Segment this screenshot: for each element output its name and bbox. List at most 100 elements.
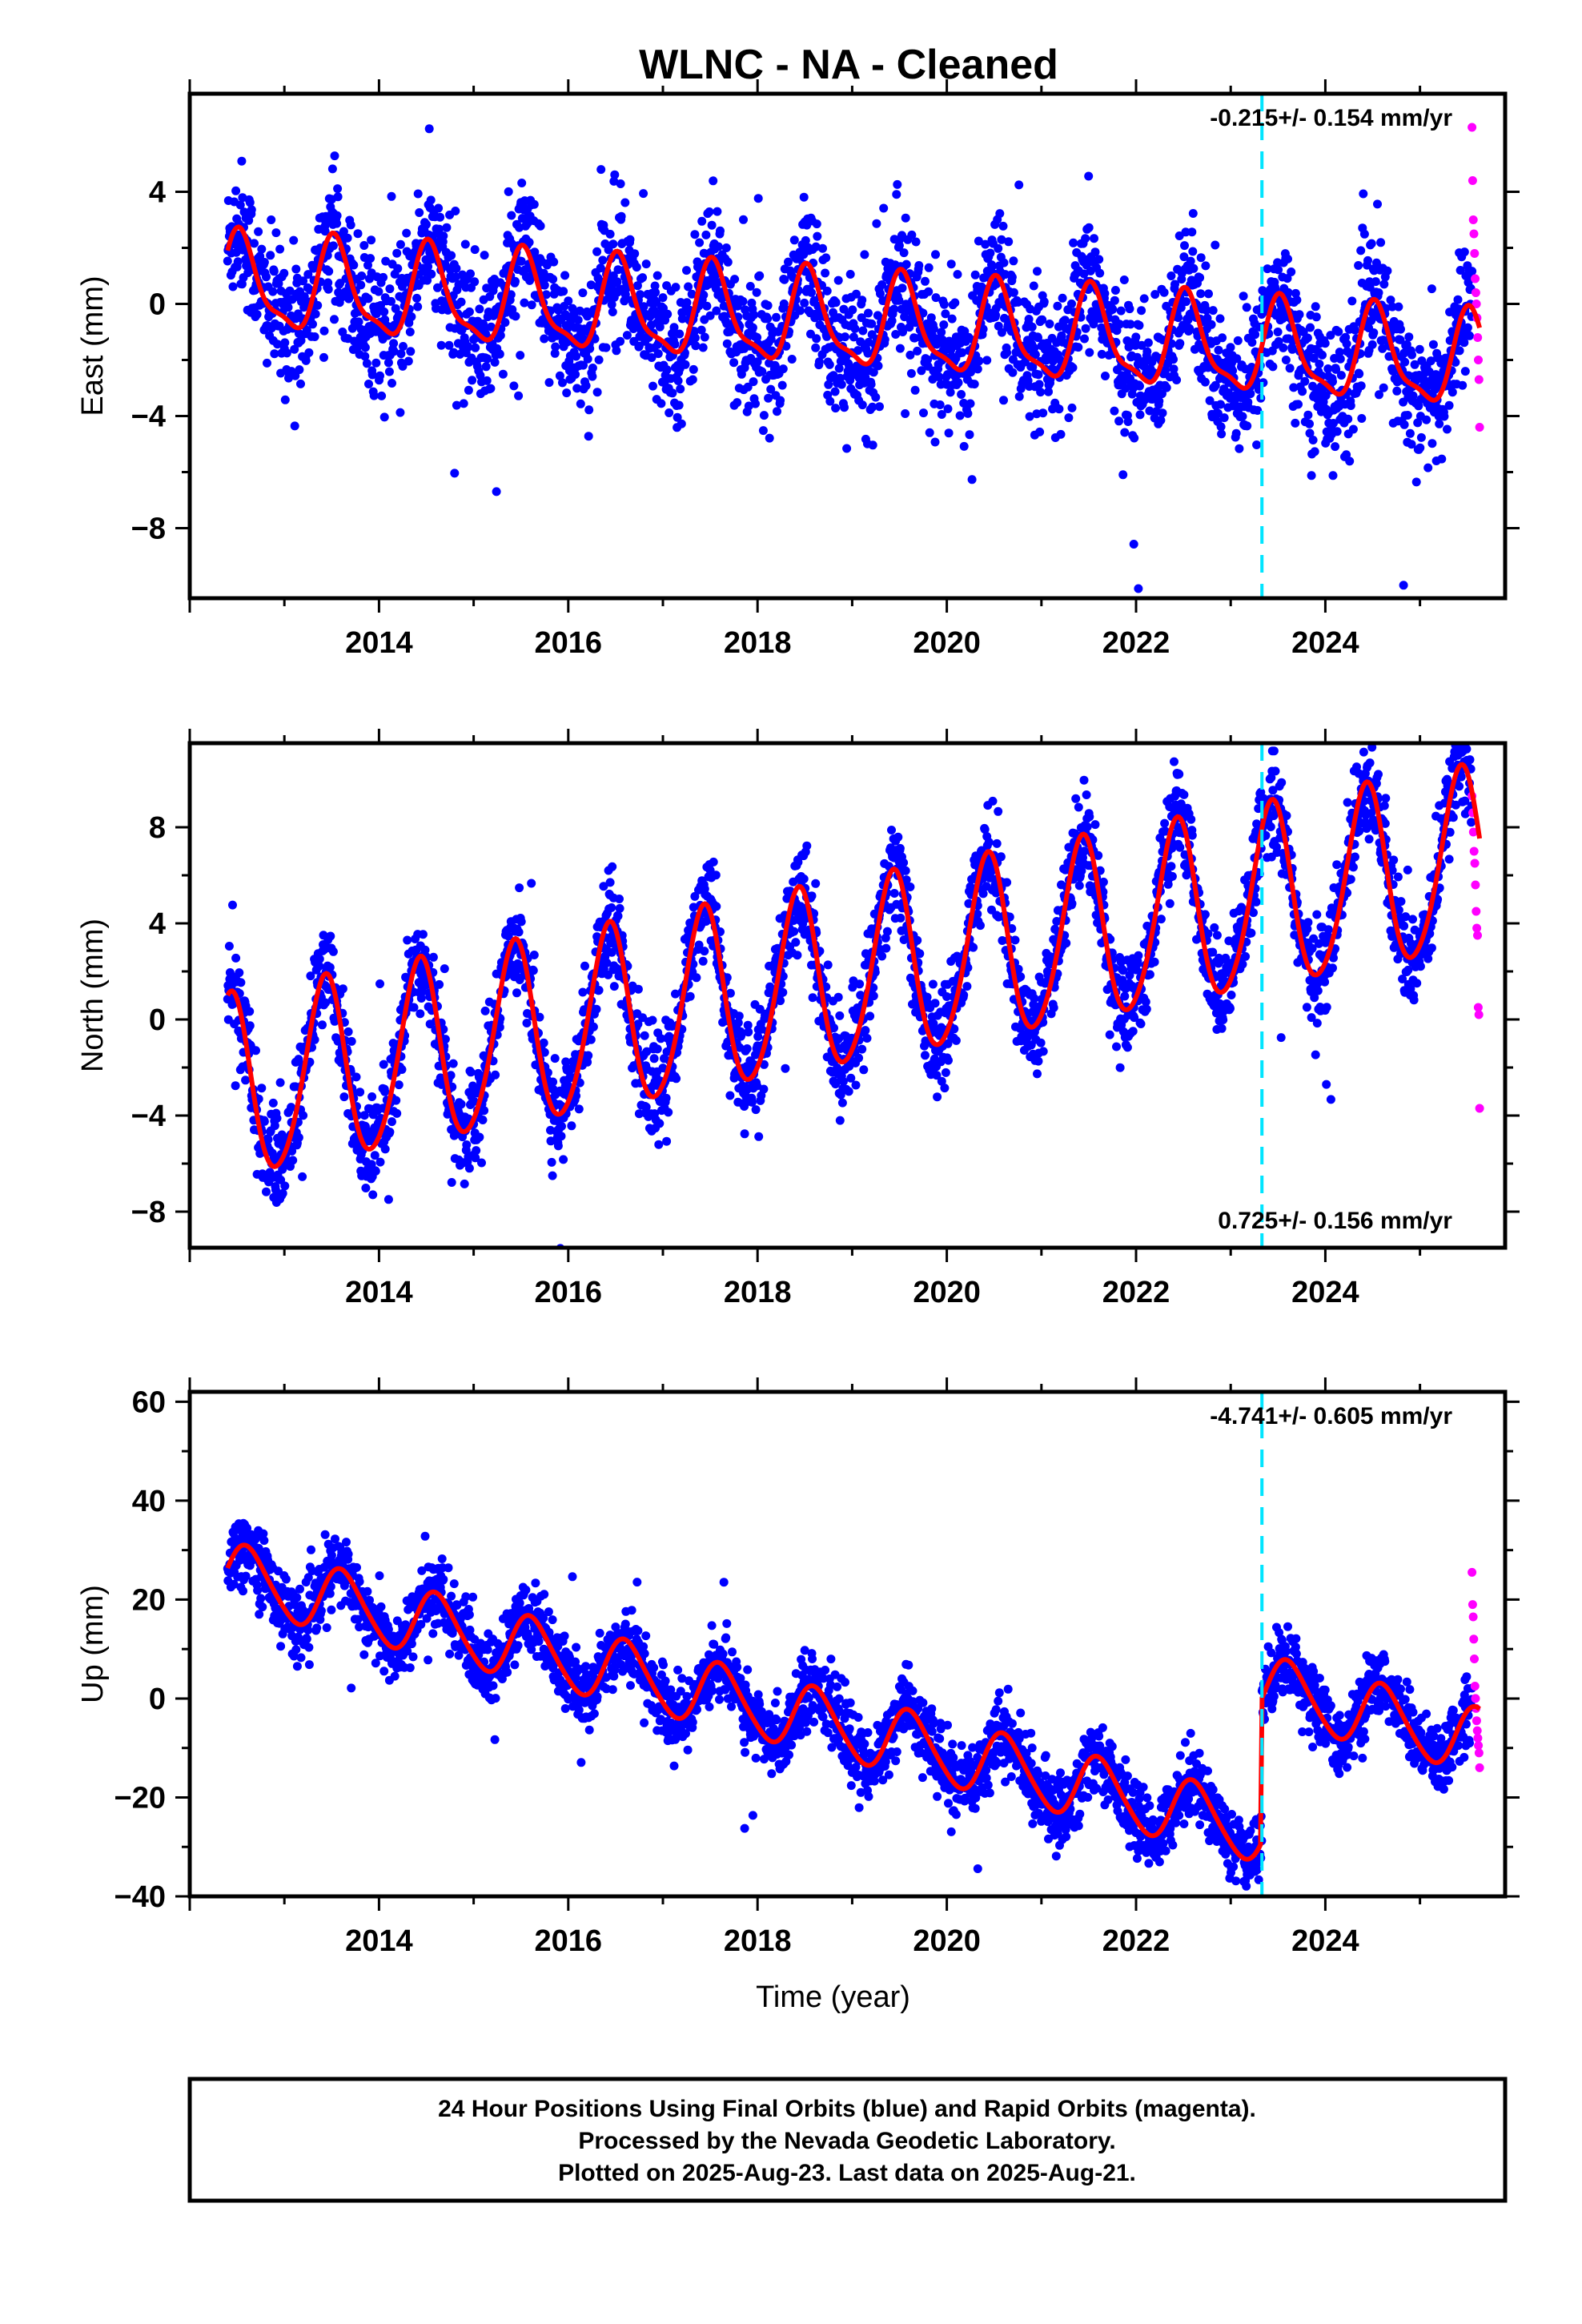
final-orbit-point [1292, 296, 1302, 305]
final-orbit-point [542, 260, 552, 270]
final-orbit-point [781, 1063, 790, 1073]
final-orbit-point [829, 371, 838, 380]
final-orbit-point [763, 314, 773, 324]
final-orbit-point [1110, 406, 1119, 416]
final-orbit-point [1328, 377, 1337, 386]
final-orbit-point [228, 282, 238, 292]
final-orbit-point [652, 1044, 662, 1054]
final-orbit-point [901, 213, 910, 223]
final-orbit-point [1427, 284, 1436, 294]
final-orbit-point [682, 266, 691, 275]
final-orbit-point [700, 947, 709, 956]
final-orbit-point [356, 280, 366, 290]
final-orbit-point [685, 991, 695, 1001]
final-orbit-point [472, 1146, 481, 1156]
final-orbit-point [1024, 315, 1034, 324]
final-orbit-point [1238, 412, 1247, 421]
final-orbit-point [925, 428, 934, 437]
final-orbit-point [459, 399, 468, 408]
y-tick-label: −8 [131, 513, 166, 546]
final-orbit-point [529, 199, 539, 209]
final-orbit-point [1035, 427, 1045, 436]
final-orbit-point [550, 1054, 560, 1063]
final-orbit-point [1156, 416, 1166, 425]
final-orbit-point [544, 378, 554, 388]
final-orbit-point [478, 1116, 488, 1124]
final-orbit-point [306, 971, 315, 981]
final-orbit-point [1123, 417, 1133, 426]
final-orbit-point [1427, 439, 1437, 448]
final-orbit-point [616, 179, 625, 188]
final-orbit-point [922, 992, 932, 1002]
final-orbit-point [845, 362, 854, 372]
final-orbit-point [858, 326, 868, 336]
final-orbit-point [608, 862, 617, 871]
final-orbit-point [515, 883, 524, 893]
final-orbit-point [275, 244, 285, 254]
final-orbit-point [1038, 408, 1048, 418]
final-orbit-point [872, 219, 881, 228]
final-orbit-point [1246, 389, 1255, 399]
final-orbit-point [607, 903, 616, 912]
final-orbit-point [405, 328, 415, 336]
final-orbit-point [687, 289, 697, 299]
final-orbit-point [776, 996, 785, 1006]
final-orbit-point [787, 355, 797, 364]
final-orbit-point [647, 353, 656, 362]
final-orbit-point [610, 170, 620, 179]
final-orbit-point [363, 260, 372, 270]
final-orbit-point [937, 1076, 946, 1086]
final-orbit-point [672, 1074, 681, 1084]
final-orbit-point [412, 293, 422, 303]
final-orbit-point [1274, 265, 1283, 275]
final-orbit-point [379, 412, 389, 422]
final-orbit-point [1374, 288, 1383, 297]
final-orbit-point [845, 270, 855, 279]
final-orbit-point [615, 903, 624, 913]
final-orbit-point [1283, 254, 1292, 263]
final-orbit-point [862, 1034, 872, 1043]
final-orbit-point [899, 248, 909, 258]
final-orbit-point [268, 1098, 278, 1108]
final-orbit-point [915, 949, 925, 959]
final-orbit-point [838, 1077, 848, 1086]
final-orbit-point [705, 311, 715, 320]
final-orbit-point [466, 1068, 476, 1077]
final-orbit-point [444, 340, 454, 350]
final-orbit-point [1030, 350, 1040, 360]
final-orbit-point [1010, 935, 1020, 945]
final-orbit-point [327, 164, 337, 174]
final-orbit-point [1158, 408, 1167, 418]
final-orbit-point [1137, 306, 1146, 316]
final-orbit-point [397, 1065, 407, 1074]
final-orbit-point [282, 348, 291, 358]
final-orbit-point [1189, 263, 1199, 273]
final-orbit-point [1135, 410, 1145, 420]
final-orbit-point [1423, 463, 1433, 472]
final-orbit-point [320, 227, 330, 236]
final-orbit-point [1411, 477, 1421, 487]
final-orbit-point [705, 207, 714, 216]
final-orbit-point [633, 984, 643, 994]
final-orbit-point [840, 403, 849, 412]
final-orbit-point [559, 1155, 568, 1164]
final-orbit-point [447, 251, 456, 260]
final-orbit-point [416, 994, 426, 1003]
final-orbit-point [1413, 418, 1423, 428]
final-orbit-point [490, 357, 500, 367]
final-orbit-point [231, 1081, 240, 1091]
final-orbit-point [456, 1100, 466, 1109]
final-orbit-point [1215, 314, 1225, 324]
final-orbit-point [1279, 343, 1288, 352]
final-orbit-point [831, 1080, 841, 1089]
final-orbit-point [934, 372, 944, 382]
final-orbit-point [328, 947, 338, 956]
final-orbit-point [957, 390, 966, 399]
rapid-orbit-point [1468, 215, 1478, 224]
final-orbit-point [303, 270, 313, 279]
final-orbit-point [997, 328, 1006, 337]
final-orbit-point [947, 314, 957, 324]
final-orbit-point [689, 327, 699, 336]
final-orbit-point [931, 250, 940, 259]
final-orbit-point [223, 256, 232, 266]
